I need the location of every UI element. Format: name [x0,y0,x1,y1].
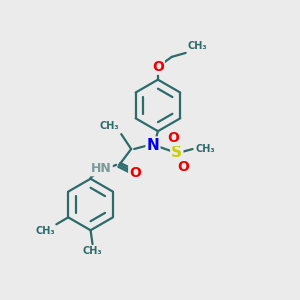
Text: N: N [147,137,159,152]
Text: CH₃: CH₃ [36,226,56,236]
Text: O: O [177,160,189,174]
Text: O: O [152,60,164,74]
Text: CH₃: CH₃ [100,121,119,131]
Text: CH₃: CH₃ [83,246,102,256]
Text: CH₃: CH₃ [188,41,207,51]
Text: O: O [129,166,141,180]
Text: S: S [171,146,182,160]
Text: O: O [167,131,179,145]
Text: CH₃: CH₃ [196,144,215,154]
Text: HN: HN [91,162,112,175]
